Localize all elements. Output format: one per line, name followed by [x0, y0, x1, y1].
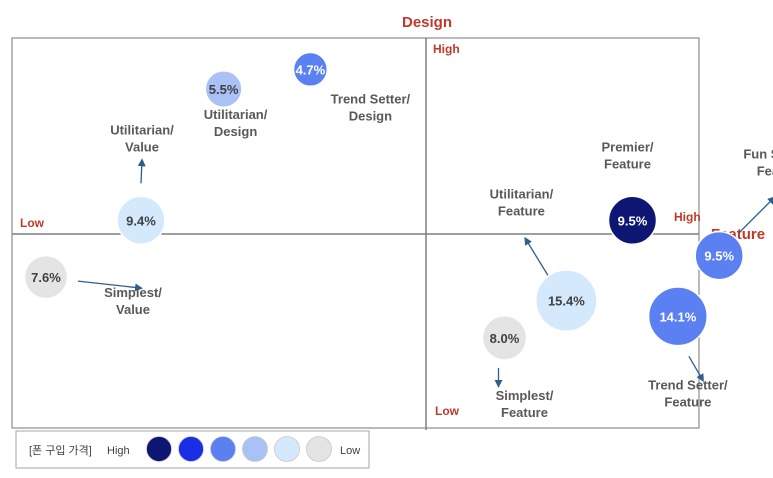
- arrow-layer: [77, 158, 773, 388]
- segment-label-simplest-feature-line1: Simplest/: [496, 388, 554, 403]
- bubble-layer: 5.5% 4.7% 9.4% 7.6% 9.5% 9.5% 15.4% 14.1% 8.0%: [23, 51, 744, 361]
- bubble-value-utilitarian-design: 5.5%: [209, 82, 239, 97]
- bubble-value-simplest-value: 7.6%: [31, 270, 61, 285]
- bubble-value-premier-feature: 9.5%: [618, 213, 648, 228]
- segment-label-utilitarian-design-line2: Design: [214, 124, 257, 139]
- bubble-value-fun-seeker-feature: 9.5%: [704, 249, 734, 264]
- segment-label-premier-feature-line2: Feature: [604, 156, 651, 171]
- arrow-simplest-value: [77, 280, 143, 292]
- bubble-value-trend-setter-design: 4.7%: [296, 62, 326, 77]
- segment-label-trend-setter-feature-line1: Trend Setter/: [648, 377, 728, 392]
- legend-swatch-light: [242, 436, 268, 462]
- segment-label-trend-setter-design-line2: Design: [349, 108, 392, 123]
- segment-label-fun-seeker-feature-line1: Fun Seeker/: [743, 147, 773, 162]
- legend-low-label: Low: [340, 445, 360, 457]
- bubble-value-utilitarian-feature: 15.4%: [548, 294, 585, 309]
- segment-label-simplest-value-line1: Simplest/: [104, 285, 162, 300]
- arrow-fun-seeker-feature: [738, 196, 773, 234]
- segment-label-fun-seeker-feature-line2: Feature: [757, 164, 773, 179]
- axis-label-bottom-low: Low: [435, 404, 460, 418]
- segment-label-utilitarian-feature-line1: Utilitarian/: [490, 187, 554, 202]
- bubble-utilitarian-value: [116, 195, 166, 245]
- arrow-utilitarian-value: [137, 158, 146, 184]
- bubble-simplest-feature: [481, 315, 528, 361]
- bubble-premier-feature: [607, 195, 658, 246]
- segment-label-utilitarian-value-line1: Utilitarian/: [110, 122, 174, 137]
- legend-swatch-navy: [146, 436, 172, 462]
- bubble-trend-setter-feature: [647, 286, 708, 347]
- legend-title: [폰 구입 가격]: [29, 444, 92, 457]
- bubble-value-utilitarian-value: 9.4%: [126, 213, 156, 228]
- legend-swatches: [146, 436, 332, 462]
- y-axis-title: Design: [402, 14, 452, 31]
- legend: [폰 구입 가격] High Low: [15, 430, 370, 469]
- plot-frame: [11, 37, 700, 429]
- segment-label-premier-feature-line1: Premier/: [601, 139, 653, 154]
- bubble-value-simplest-feature: 8.0%: [490, 331, 520, 346]
- axis-label-right-high: High: [674, 210, 701, 224]
- bubble-utilitarian-design: [204, 69, 243, 109]
- segment-label-simplest-value-line2: Value: [116, 302, 150, 317]
- bubble-value-trend-setter-feature: 14.1%: [659, 309, 696, 324]
- legend-swatch-gray: [306, 436, 332, 462]
- bubble-simplest-value: [23, 254, 69, 300]
- segment-label-utilitarian-value-line2: Value: [125, 139, 159, 154]
- arrow-trend-setter-feature: [688, 355, 704, 383]
- segment-label-trend-setter-design-line1: Trend Setter/: [331, 91, 411, 106]
- bubble-fun-seeker-feature: [694, 230, 744, 281]
- legend-swatch-mid: [210, 436, 236, 462]
- axis-label-left-low: Low: [20, 216, 45, 230]
- segment-label-utilitarian-feature-line2: Feature: [498, 204, 545, 219]
- legend-swatch-pale: [274, 436, 300, 462]
- segment-label-simplest-feature-line2: Feature: [501, 405, 548, 420]
- legend-swatch-blue: [178, 436, 204, 462]
- segment-label-trend-setter-feature-line2: Feature: [664, 394, 711, 409]
- segment-label-layer: Utilitarian/Design Trend Setter/Design Uti…: [104, 91, 773, 420]
- bubble-trend-setter-design: [292, 51, 329, 88]
- axis-label-top-high: High: [433, 42, 460, 56]
- legend-high-label: High: [107, 445, 130, 457]
- segment-label-utilitarian-design-line1: Utilitarian/: [204, 107, 268, 122]
- bubble-utilitarian-feature: [535, 269, 598, 332]
